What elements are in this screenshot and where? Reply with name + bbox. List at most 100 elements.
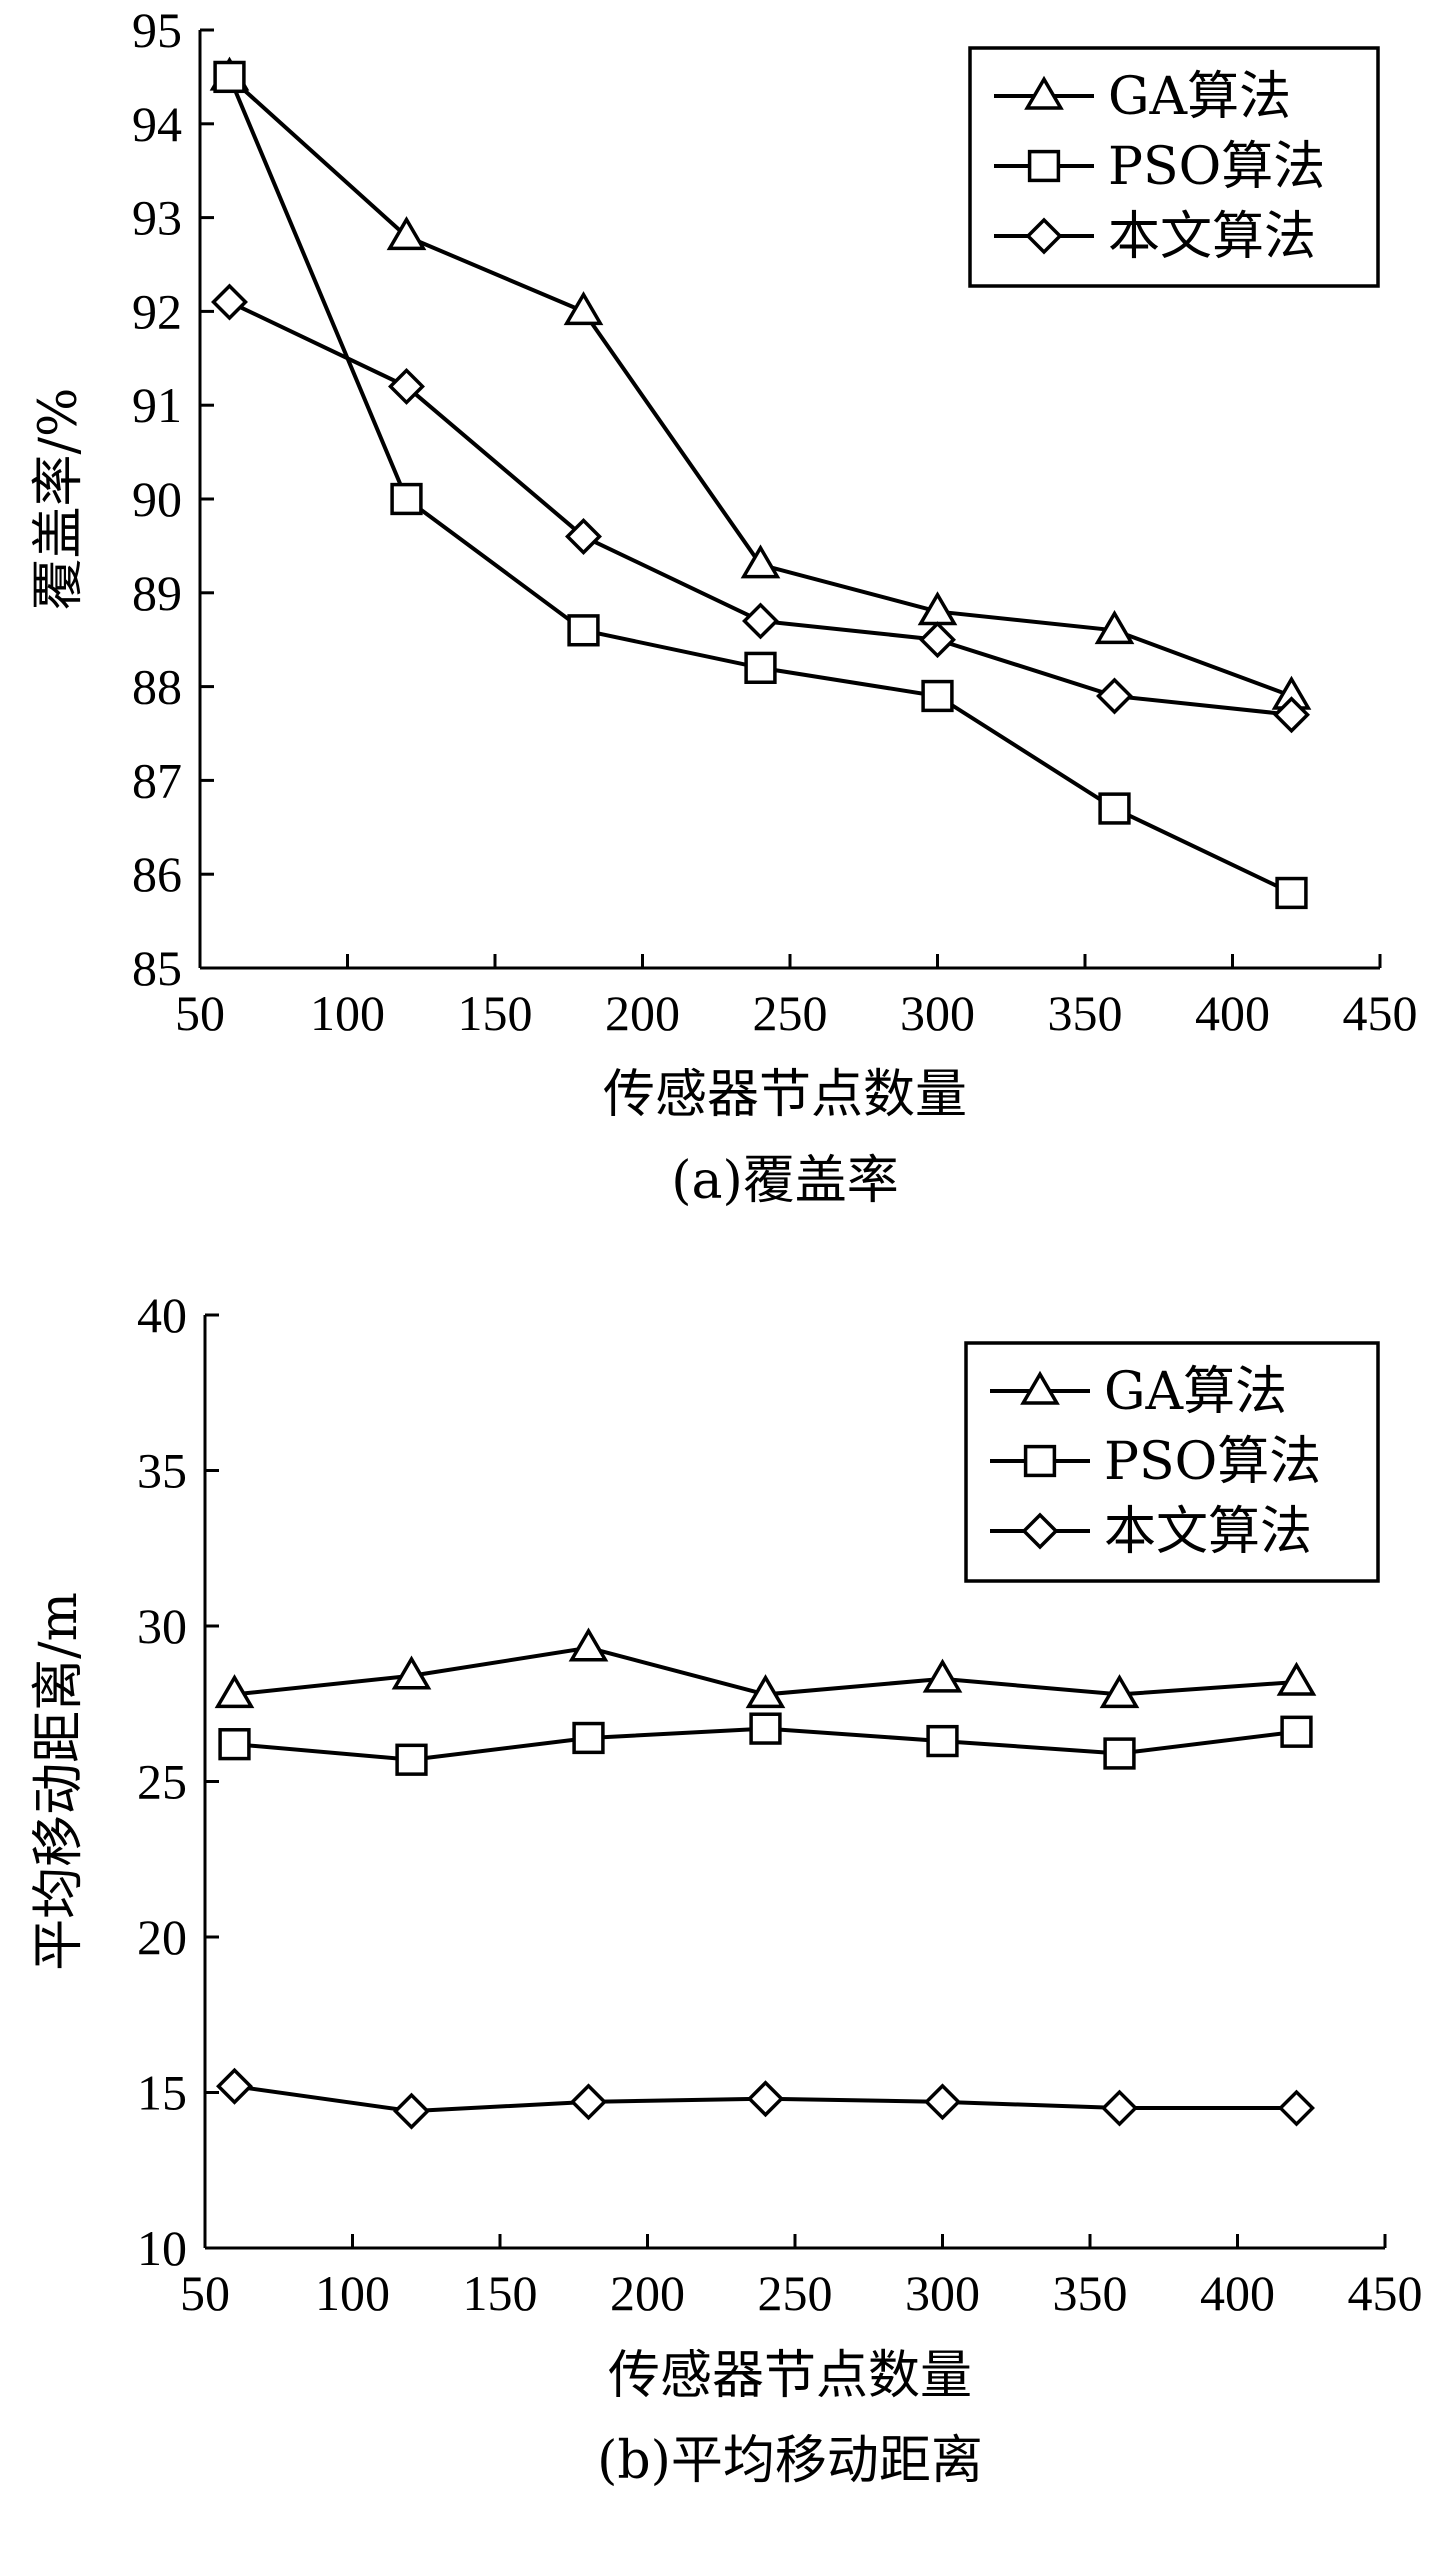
y-tick-label: 20 — [137, 1909, 187, 1965]
data-point-square — [213, 60, 246, 94]
data-point-diamond — [1101, 2089, 1138, 2127]
x-tick-label: 100 — [310, 985, 385, 1041]
x-tick-label: 150 — [458, 985, 533, 1041]
data-point-triangle — [1276, 1661, 1317, 1696]
y-tick-label: 40 — [137, 1287, 187, 1343]
data-point-square — [1280, 1715, 1313, 1748]
y-tick-label: 30 — [137, 1598, 187, 1654]
data-point-triangle — [391, 1655, 432, 1690]
legend-label: PSO算法 — [1108, 137, 1325, 197]
data-point-diamond — [565, 518, 602, 555]
series-diamond — [216, 2067, 1315, 2130]
y-tick-label: 35 — [137, 1443, 187, 1499]
data-point-square — [921, 679, 954, 713]
y-tick-label: 92 — [132, 283, 182, 339]
series-diamond — [211, 283, 1310, 734]
data-point-diamond — [570, 2083, 607, 2121]
y-tick-label: 15 — [137, 2065, 187, 2121]
x-tick-label: 100 — [315, 2265, 390, 2321]
y-tick-label: 85 — [132, 940, 182, 996]
data-point-triangle — [922, 1658, 963, 1693]
data-point-triangle — [745, 1674, 786, 1709]
data-point-square — [572, 1721, 605, 1755]
legend-marker-triangle — [1024, 75, 1064, 110]
x-tick-label: 450 — [1343, 985, 1418, 1041]
data-point-diamond — [388, 367, 425, 405]
series-square — [218, 1712, 1313, 1776]
legend-label: GA算法 — [1108, 67, 1291, 127]
data-point-square — [744, 651, 777, 684]
x-tick-label: 250 — [753, 985, 828, 1041]
x-tick-label: 200 — [610, 2265, 685, 2321]
data-point-diamond — [747, 2080, 784, 2118]
y-axis-label: 平均移动距离/m — [29, 1592, 89, 1971]
data-point-diamond — [393, 2092, 430, 2130]
data-point-square — [395, 1743, 428, 1776]
data-point-square — [218, 1728, 251, 1761]
x-tick-label: 350 — [1048, 985, 1123, 1041]
chart-caption: (a)覆盖率 — [671, 1151, 899, 1211]
y-tick-label: 10 — [137, 2220, 187, 2276]
x-tick-label: 250 — [758, 2265, 833, 2321]
x-tick-label: 50 — [180, 2265, 230, 2321]
data-point-diamond — [211, 283, 248, 321]
x-tick-label: 400 — [1195, 985, 1270, 1041]
data-point-square — [567, 614, 600, 647]
legend-marker-diamond — [1021, 1512, 1059, 1550]
series-triangle — [214, 1627, 1317, 1709]
x-tick-label: 150 — [463, 2265, 538, 2321]
y-tick-label: 88 — [132, 659, 182, 715]
chart-caption: (b)平均移动距离 — [597, 2431, 983, 2491]
y-tick-label: 91 — [132, 377, 182, 433]
data-point-diamond — [742, 602, 779, 640]
chart-b: 50 100 150 200 250 300 350 400 450 10 15 20 25 30 35 40… — [29, 1287, 1423, 2491]
y-tick-label: 87 — [132, 752, 182, 808]
data-point-square — [1098, 792, 1131, 825]
data-point-diamond — [216, 2067, 253, 2105]
legend-label: PSO算法 — [1104, 1432, 1321, 1492]
data-point-triangle — [1094, 610, 1135, 645]
y-tick-label: 25 — [137, 1754, 187, 1810]
data-point-diamond — [1273, 696, 1310, 734]
y-tick-label: 90 — [132, 471, 182, 527]
y-tick-label: 94 — [132, 96, 182, 152]
x-axis-label: 传感器节点数量 — [603, 1065, 967, 1125]
y-tick-label: 86 — [132, 846, 182, 902]
legend-label: 本文算法 — [1104, 1502, 1312, 1562]
data-point-triangle — [1099, 1674, 1140, 1709]
legend-marker-square — [1023, 1444, 1057, 1478]
y-axis-label: 覆盖率/% — [29, 388, 89, 611]
x-tick-label: 450 — [1348, 2265, 1423, 2321]
y-tick-label: 93 — [132, 190, 182, 246]
data-point-triangle — [386, 216, 427, 251]
data-point-diamond — [919, 621, 956, 659]
legend-marker-triangle — [1020, 1370, 1060, 1405]
data-point-diamond — [1096, 677, 1133, 715]
x-tick-label: 200 — [605, 985, 680, 1041]
y-tick-label: 95 — [132, 2, 182, 58]
x-tick-label: 400 — [1200, 2265, 1275, 2321]
x-axis-label: 传感器节点数量 — [608, 2346, 972, 2406]
data-point-diamond — [1278, 2089, 1315, 2127]
data-point-diamond — [924, 2083, 961, 2121]
legend-label: 本文算法 — [1108, 207, 1316, 267]
legend-marker-square — [1027, 149, 1061, 183]
chart-a: 50 100 150 200 250 300 350 400 450 85 86 87 88 89 90 91… — [29, 2, 1418, 1211]
data-point-square — [926, 1724, 959, 1758]
x-tick-label: 350 — [1053, 2265, 1128, 2321]
legend-marker-diamond — [1025, 217, 1063, 255]
series-square — [213, 60, 1308, 910]
data-point-square — [1103, 1737, 1136, 1770]
data-point-square — [390, 482, 423, 516]
data-point-triangle — [740, 544, 781, 579]
data-point-triangle — [563, 291, 604, 326]
data-point-triangle — [568, 1627, 609, 1662]
data-point-square — [1275, 876, 1308, 910]
data-point-triangle — [214, 1674, 255, 1709]
data-point-square — [749, 1712, 782, 1745]
x-tick-label: 300 — [900, 985, 975, 1041]
legend-label: GA算法 — [1104, 1362, 1287, 1422]
